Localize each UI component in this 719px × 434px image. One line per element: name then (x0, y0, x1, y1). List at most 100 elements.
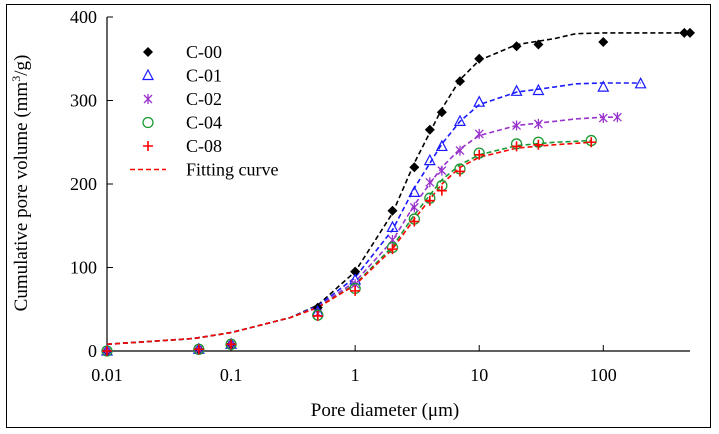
data-point-c-08 (586, 137, 597, 148)
legend-label: C-00 (186, 42, 222, 62)
legend-label: Fitting curve (186, 160, 279, 180)
x-axis-label: Pore diameter (μm) (311, 400, 459, 421)
diamond-marker (387, 205, 398, 216)
data-point-c-02 (612, 112, 622, 123)
data-points (101, 27, 695, 357)
data-point-c-02 (437, 165, 447, 176)
diamond-marker (454, 76, 465, 87)
data-point-c-00 (454, 76, 465, 87)
plus-marker (454, 166, 465, 177)
y-tick-label: 300 (70, 91, 97, 111)
y-axis-label-main: Cumulative pore volume (mm (11, 82, 32, 312)
y-tick-label: 200 (70, 174, 97, 194)
data-point-c-00 (511, 41, 522, 52)
data-point-c-08 (533, 139, 544, 150)
y-axis-label-tail: /g) (11, 55, 32, 76)
asterisk-marker (143, 94, 153, 104)
triangle-marker (386, 220, 399, 233)
data-point-c-00 (387, 205, 398, 216)
data-point-c-01 (423, 153, 436, 166)
asterisk-marker (437, 165, 447, 176)
data-point-c-08 (436, 185, 447, 196)
fitting-curve-c-08 (106, 141, 592, 346)
triangle-marker (473, 95, 486, 107)
diamond-marker (350, 266, 361, 277)
legend-label: C-01 (186, 66, 222, 86)
asterisk-marker (425, 177, 435, 188)
data-point-c-00 (685, 27, 695, 38)
data-point-c-02 (598, 113, 608, 124)
x-tick-label: 1 (351, 365, 360, 385)
data-point-c-00 (533, 39, 544, 50)
legend: C-00 C-01 C-02 C-04 C-08 Fitting curve (130, 42, 279, 180)
diamond-marker (679, 27, 690, 38)
data-point-c-01 (532, 83, 545, 96)
data-point-c-02 (409, 202, 419, 213)
legend-marker-3 (143, 94, 153, 104)
data-point-c-02 (474, 128, 484, 139)
triangle-marker (142, 68, 154, 81)
diamond-marker (409, 162, 420, 173)
data-point-c-00 (436, 107, 447, 118)
legend-marker-1 (143, 47, 153, 57)
data-point-c-01 (473, 95, 486, 107)
data-point-c-01 (453, 114, 466, 126)
plus-marker (533, 139, 544, 150)
triangle-marker (453, 114, 466, 126)
data-point-c-08 (102, 346, 112, 356)
plus-marker (474, 149, 485, 160)
diamond-marker (143, 47, 153, 57)
data-point-c-08 (409, 216, 420, 227)
diamond-marker (424, 124, 435, 135)
data-point-c-02 (425, 177, 435, 188)
fitting-curve-c-02 (106, 116, 618, 346)
legend-label: C-08 (186, 136, 222, 156)
triangle-marker (510, 84, 523, 96)
legend-marker-2 (142, 68, 154, 81)
data-point-c-08 (454, 166, 465, 177)
y-tick-label: 0 (88, 341, 97, 361)
y-tick-label: 400 (70, 7, 97, 27)
triangle-marker (408, 185, 421, 197)
diamond-marker (598, 37, 609, 48)
plus-marker (312, 310, 323, 321)
circle-marker (142, 116, 154, 129)
y-axis-label: Cumulative pore volume (mm3/g) (9, 55, 32, 312)
asterisk-marker (474, 128, 484, 139)
asterisk-marker (598, 113, 608, 124)
asterisk-marker (512, 120, 522, 131)
data-point-c-08 (474, 149, 485, 160)
diamond-marker (685, 27, 695, 38)
triangle-marker (435, 139, 448, 152)
data-point-c-08 (350, 285, 361, 296)
x-tick-label: 10 (470, 365, 488, 385)
data-point-c-01 (386, 220, 399, 233)
data-point-c-01 (408, 185, 421, 197)
diamond-marker (511, 41, 522, 52)
data-point-c-02 (455, 145, 465, 156)
data-point-c-00 (424, 124, 435, 135)
diamond-marker (533, 39, 544, 50)
triangle-marker (532, 83, 545, 96)
legend-marker-4 (142, 116, 154, 129)
data-point-c-08 (387, 244, 398, 255)
chart-frame (6, 4, 711, 428)
plus-marker (193, 344, 204, 355)
data-point-c-00 (598, 37, 609, 48)
data-point-c-00 (350, 266, 361, 277)
triangle-marker (634, 77, 647, 89)
data-point-c-00 (474, 53, 485, 64)
diamond-marker (436, 107, 447, 118)
asterisk-marker (612, 112, 622, 123)
x-tick-label: 0.1 (220, 365, 243, 385)
data-point-c-01 (597, 80, 610, 92)
plus-marker (586, 137, 597, 148)
y-tick-label: 100 (70, 258, 97, 278)
data-point-c-02 (533, 118, 543, 129)
data-point-c-08 (312, 310, 323, 321)
plus-marker (143, 141, 153, 151)
plus-marker (350, 285, 361, 296)
plus-marker (387, 244, 398, 255)
legend-label: C-04 (186, 113, 222, 133)
